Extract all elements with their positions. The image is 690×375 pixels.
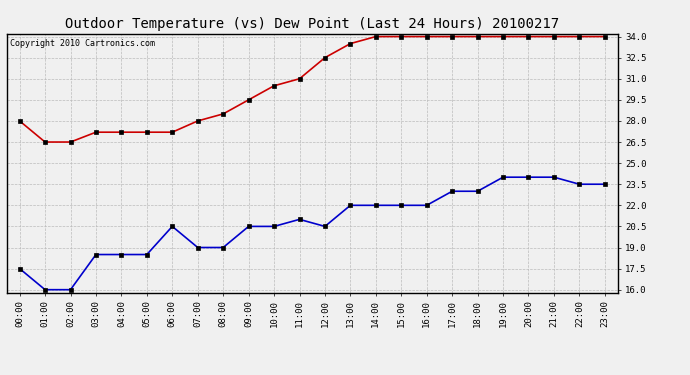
Title: Outdoor Temperature (vs) Dew Point (Last 24 Hours) 20100217: Outdoor Temperature (vs) Dew Point (Last… [65, 17, 560, 31]
Text: Copyright 2010 Cartronics.com: Copyright 2010 Cartronics.com [10, 39, 155, 48]
